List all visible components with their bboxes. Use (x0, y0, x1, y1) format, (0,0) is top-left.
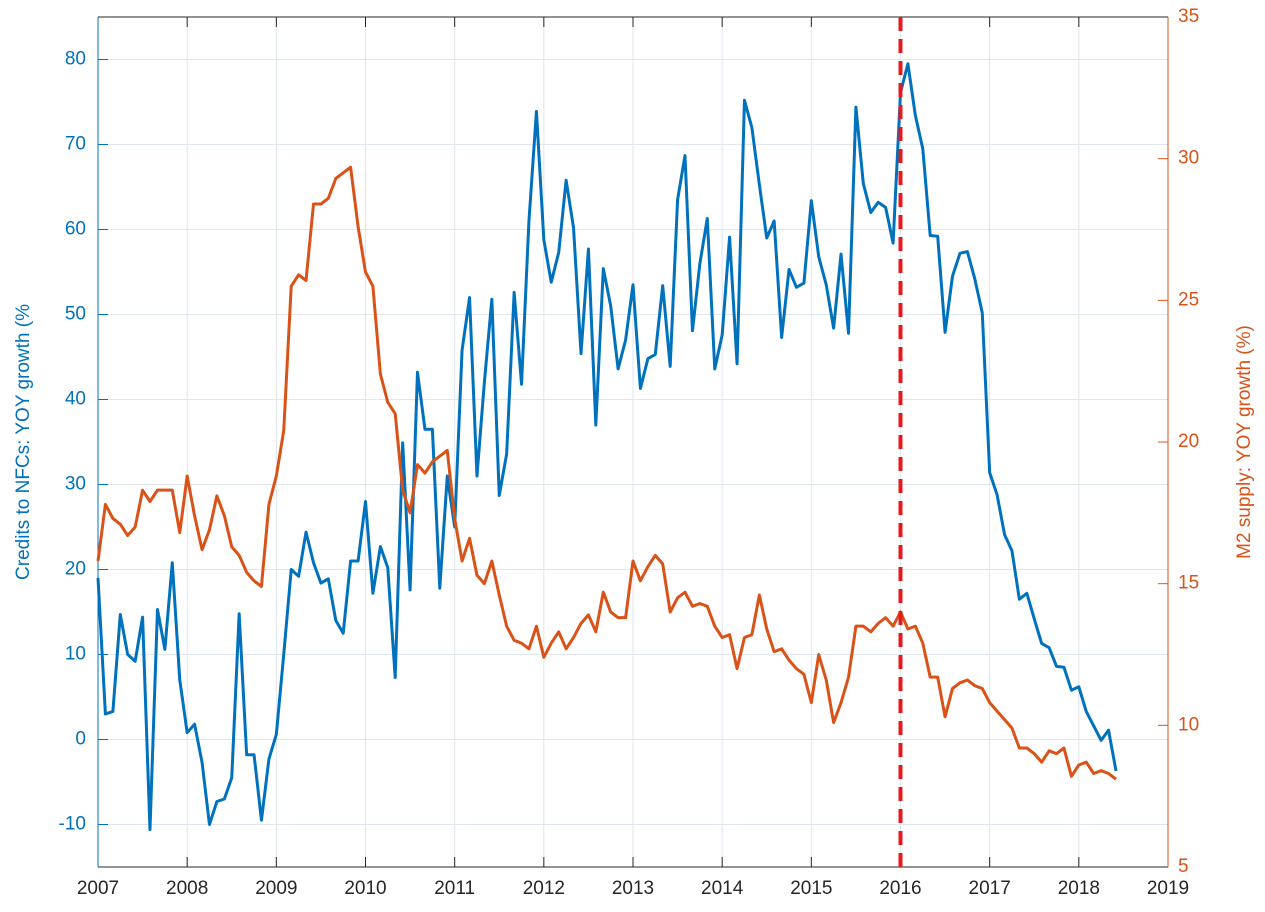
y2-axis-title: M2 supply: YOY growth (%) (1234, 325, 1255, 559)
y-tick-label: 70 (65, 134, 86, 155)
x-tick-label: 2016 (879, 878, 921, 899)
x-tick-label: 2017 (969, 878, 1011, 899)
x-tick-label: 2018 (1058, 878, 1100, 899)
y-tick-label: 50 (65, 304, 86, 325)
y-tick-label: 80 (65, 49, 86, 70)
y-tick-label: 0 (75, 729, 86, 750)
x-tick-label: 2011 (434, 878, 475, 899)
y2-tick-label: 35 (1178, 6, 1199, 27)
x-tick-label: 2008 (166, 878, 208, 899)
y2-tick-label: 10 (1178, 714, 1199, 735)
y-tick-label: 10 (65, 644, 86, 665)
y-tick-label: 20 (65, 559, 86, 580)
x-tick-label: 2014 (701, 878, 744, 899)
x-tick-label: 2013 (612, 878, 654, 899)
y2-tick-label: 20 (1178, 431, 1199, 452)
y2-tick-label: 25 (1178, 289, 1199, 310)
y-tick-label: 30 (65, 474, 86, 495)
y-tick-label: -10 (59, 814, 86, 835)
x-tick-label: 2007 (77, 878, 119, 899)
x-tick-label: 2019 (1147, 878, 1189, 899)
y2-tick-label: 15 (1178, 573, 1199, 594)
y-tick-label: 60 (65, 219, 86, 240)
y-tick-label: 40 (65, 389, 86, 410)
y2-tick-label: 30 (1178, 148, 1199, 169)
x-tick-label: 2009 (255, 878, 297, 899)
y2-tick-label: 5 (1178, 856, 1189, 877)
series-line (96, 62, 1118, 832)
x-tick-label: 2010 (344, 878, 386, 899)
series-line (96, 165, 1117, 781)
x-tick-label: 2012 (523, 878, 565, 899)
y-axis-title: Credits to NFCs: YOY growth (% (13, 304, 34, 580)
x-tick-label: 2015 (790, 878, 832, 899)
